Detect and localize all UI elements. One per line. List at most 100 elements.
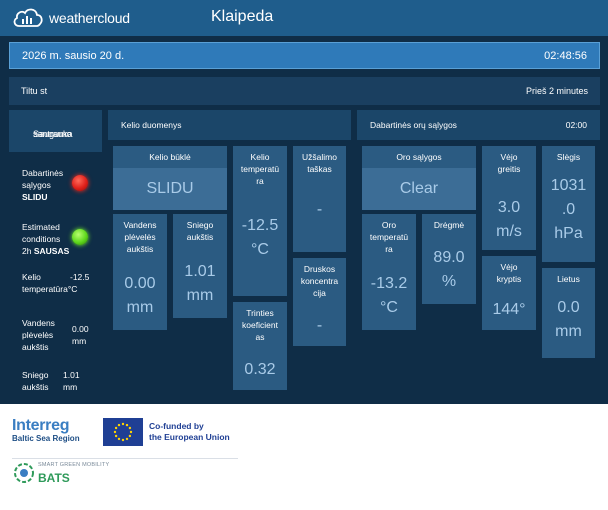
pressure-unit: hPa xyxy=(554,225,583,242)
cofunded-line2: the European Union xyxy=(149,432,230,442)
weathercloud-logo-icon xyxy=(13,8,43,27)
freeze-label-1: Užšalimo xyxy=(302,152,337,162)
salt-concentration-tile: Druskos koncentra cija - xyxy=(293,258,346,346)
current-time: 02:48:56 xyxy=(544,50,587,62)
friction-label-2: koeficient xyxy=(242,320,278,330)
estimated-label-1: Estimated xyxy=(22,222,60,232)
date-bar: 2026 m. sausio 20 d. 02:48:56 xyxy=(9,42,600,69)
water-film-tile: Vandens plėvelės aukštis 0.00 mm xyxy=(113,214,167,330)
current-conditions-status: SLIDU xyxy=(22,192,48,202)
weather-conditions-panel: Dabartinės orų sąlygos 02:00 Oro sąlygos… xyxy=(357,110,600,400)
road-panel-header: Kelio duomenys xyxy=(108,110,351,140)
wind-dir-label-2: kryptis xyxy=(496,274,522,284)
estimated-label-2: conditions xyxy=(22,234,61,244)
snow-tile-label-1: Sniego xyxy=(186,220,214,230)
water-film-label-1: Vandens xyxy=(22,318,55,328)
freeze-value: - xyxy=(316,201,323,218)
road-temp-tile-label-2: temperatū xyxy=(240,164,280,174)
station-name: Tiltu st xyxy=(21,86,48,96)
salt-value: - xyxy=(316,317,323,334)
wind-speed-tile-value: 3.0 m/s xyxy=(482,196,536,244)
wind-speed-value: 3.0 xyxy=(497,199,521,216)
weather-condition-label: Oro sąlygos xyxy=(396,152,442,162)
salt-label-3: cija xyxy=(313,288,326,298)
brand-name: weathercloud xyxy=(49,10,130,26)
sidebar-title-line1: Saugumo xyxy=(33,129,72,139)
snow-tile-number: 1.01 xyxy=(184,263,216,280)
water-tile-label-3: aukštis xyxy=(126,244,154,254)
weather-panel-time: 02:00 xyxy=(565,120,587,130)
water-tile-unit: mm xyxy=(126,299,154,316)
pressure-value-1: 1031 xyxy=(550,177,587,194)
air-temp-label-1: Oro xyxy=(381,220,397,230)
humidity-tile: Drėgmė 89.0 % xyxy=(422,214,476,304)
status-led-red-icon xyxy=(72,175,88,191)
water-tile-value: 0.00 xyxy=(124,275,156,292)
road-state-tile: Kelio būklė SLIDU xyxy=(113,146,227,210)
road-panel-title: Kelio duomenys xyxy=(121,120,182,130)
road-temperature-row: Kelio temperatūra°C -12.5 xyxy=(9,268,102,302)
road-temp-label-1: Kelio xyxy=(22,272,41,282)
wind-dir-tile-label: Vėjo kryptis xyxy=(482,261,536,285)
weather-condition-tile: Oro sąlygos Clear xyxy=(362,146,476,210)
road-temp-label-2: temperatūra°C xyxy=(22,284,78,294)
rain-label: Lietus xyxy=(557,274,580,284)
snow-depth-row: Sniego aukštis 1.01 mm xyxy=(9,366,102,400)
sponsor-footer: Interreg Baltic Sea Region Co-funded by … xyxy=(0,404,608,510)
road-data-panel: Kelio duomenys Kelio būklė SLIDU Vandens… xyxy=(108,110,351,400)
rain-unit: mm xyxy=(555,323,582,340)
sidebar-header: Saugumo santrauka xyxy=(9,110,102,152)
estimated-conditions-row: Estimated conditions 2h SAUSAS xyxy=(9,212,102,264)
water-film-value: 0.00 xyxy=(72,324,89,334)
current-conditions-label-2: sąlygos xyxy=(22,180,51,190)
snow-label-1: Sniego xyxy=(22,370,49,380)
snow-tile-label-2: aukštis xyxy=(186,232,214,242)
wind-dir-value: 144° xyxy=(492,301,526,318)
friction-label-1: Trinties xyxy=(246,308,274,318)
friction-value: 0.32 xyxy=(244,361,276,378)
wind-speed-tile-label: Vėjo greitis xyxy=(482,151,536,175)
interreg-logo: Interreg xyxy=(12,417,70,434)
air-temperature-tile: Oro temperatū ra -13.2 °C xyxy=(362,214,416,330)
rain-value: 0.0 xyxy=(557,299,580,316)
water-tile-label-1: Vandens xyxy=(123,220,157,230)
friction-tile-label: Trinties koeficient as xyxy=(233,307,287,343)
bats-logo-icon xyxy=(14,463,34,483)
wind-direction-tile: Vėjo kryptis 144° xyxy=(482,256,536,330)
wind-speed-unit: m/s xyxy=(496,223,522,240)
cofunded-label: Co-funded by the European Union xyxy=(149,421,230,443)
weather-condition-value: Clear xyxy=(399,180,439,197)
cofunded-line1: Co-funded by xyxy=(149,421,204,431)
road-panel-body: Kelio būklė SLIDU Vandens plėvelės aukšt… xyxy=(108,140,351,400)
estimated-conditions-status: SAUSAS xyxy=(33,246,70,256)
salt-tile-label: Druskos koncentra cija xyxy=(293,263,346,299)
road-temp-value: -12.5 xyxy=(70,272,90,282)
salt-label-1: Druskos xyxy=(303,264,336,274)
pressure-tile: Slėgis 1031 .0 hPa xyxy=(542,146,595,262)
rain-tile-value: 0.0 mm xyxy=(542,296,595,344)
air-temp-label-3: ra xyxy=(385,244,393,254)
pressure-tile-value: 1031 .0 hPa xyxy=(542,174,595,246)
road-state-value-box: SLIDU xyxy=(113,168,227,210)
water-film-unit: mm xyxy=(72,336,87,346)
wind-speed-tile: Vėjo greitis 3.0 m/s xyxy=(482,146,536,250)
status-led-green-icon xyxy=(72,229,88,245)
air-temp-tile-label: Oro temperatū ra xyxy=(362,219,416,255)
road-state-label: Kelio būklė xyxy=(149,152,191,162)
snow-tile-label: Sniego aukštis xyxy=(173,219,227,243)
current-conditions-row: Dabartinės sąlygos SLIDU xyxy=(9,158,102,212)
freeze-tile-label: Užšalimo taškas xyxy=(293,151,346,175)
air-temp-unit: °C xyxy=(380,299,398,316)
road-temperature-tile: Kelio temperatū ra -12.5 °C xyxy=(233,146,287,296)
salt-label-2: koncentra xyxy=(300,276,339,286)
pressure-label: Slėgis xyxy=(556,152,581,162)
road-temp-tile-number: -12.5 xyxy=(241,217,279,234)
road-temp-tile-label-1: Kelio xyxy=(250,152,270,162)
air-temp-label-2: temperatū xyxy=(369,232,409,242)
water-film-tile-value: 0.00 mm xyxy=(113,272,167,320)
snow-tile-unit: mm xyxy=(186,287,214,304)
water-tile-label-2: plėvelės xyxy=(124,232,156,242)
freezing-point-tile: Užšalimo taškas - xyxy=(293,146,346,252)
wind-speed-label-1: Vėjo xyxy=(500,152,518,162)
snow-value: 1.01 xyxy=(63,370,80,380)
